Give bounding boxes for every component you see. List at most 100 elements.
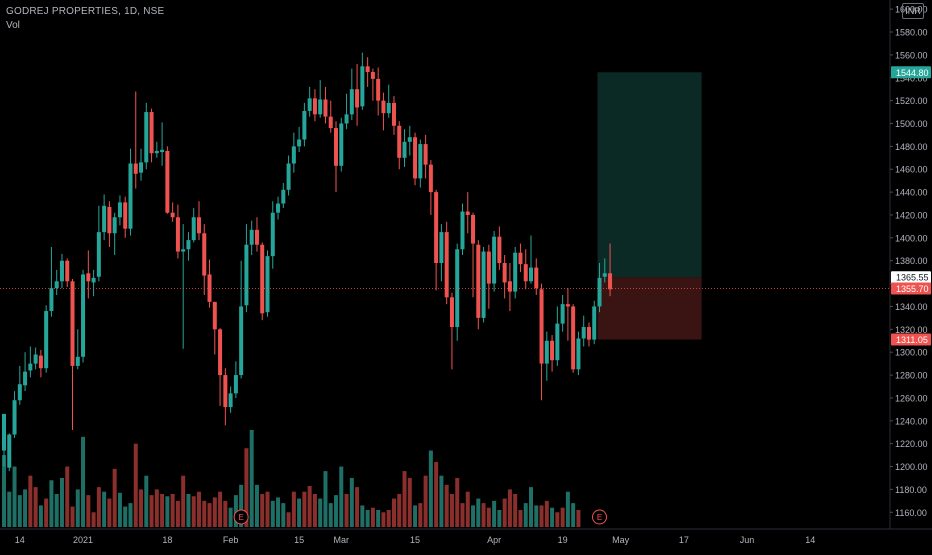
candle-body[interactable] (165, 150, 170, 213)
candle-body[interactable] (486, 251, 491, 284)
candle-body[interactable] (59, 260, 64, 282)
candle-body[interactable] (360, 66, 365, 107)
currency-badge[interactable]: INR (902, 3, 924, 19)
candle-body[interactable] (518, 252, 523, 265)
candle-body[interactable] (444, 232, 449, 298)
candle-body[interactable] (523, 264, 528, 282)
candle-body[interactable] (492, 236, 497, 284)
candle-body[interactable] (49, 288, 54, 312)
candle-body[interactable] (434, 192, 439, 263)
candle-body[interactable] (265, 256, 270, 313)
candle-body[interactable] (107, 206, 112, 234)
candle-body[interactable] (365, 66, 370, 73)
candle-body[interactable] (91, 277, 96, 283)
candle-body[interactable] (38, 355, 43, 369)
candle-body[interactable] (439, 232, 444, 263)
candle-body[interactable] (2, 413, 6, 451)
earnings-marker[interactable] (592, 509, 608, 525)
candle-body[interactable] (560, 304, 565, 324)
candle-body[interactable] (597, 277, 602, 307)
target-price-badge-bg[interactable] (891, 66, 931, 79)
candle-body[interactable] (102, 205, 107, 233)
candle-body[interactable] (70, 281, 75, 366)
candle-body[interactable] (81, 274, 86, 357)
candle-body[interactable] (254, 229, 259, 245)
candle-body[interactable] (428, 164, 433, 193)
candle-body[interactable] (339, 123, 344, 166)
candle-body[interactable] (555, 323, 560, 361)
candle-body[interactable] (376, 78, 381, 101)
candle-body[interactable] (207, 274, 212, 302)
candle-body[interactable] (218, 329, 223, 376)
candle-body[interactable] (476, 244, 481, 318)
candle-body[interactable] (318, 99, 323, 115)
candle-body[interactable] (212, 301, 217, 330)
candle-body[interactable] (328, 116, 333, 129)
candle-body[interactable] (65, 260, 70, 282)
position-stop-zone[interactable] (597, 277, 702, 340)
candle-body[interactable] (12, 400, 17, 435)
candle-body[interactable] (550, 340, 555, 361)
candle-body[interactable] (223, 375, 228, 408)
candle-body[interactable] (139, 162, 144, 173)
candle-body[interactable] (529, 267, 533, 282)
candle-body[interactable] (302, 110, 307, 140)
candle-body[interactable] (455, 249, 460, 328)
candle-body[interactable] (244, 244, 249, 306)
candle-body[interactable] (507, 281, 512, 292)
candle-body[interactable] (23, 371, 28, 386)
entry-price-badge-bg[interactable] (891, 271, 931, 284)
last-price-badge-bg[interactable] (891, 282, 931, 295)
candle-body[interactable] (449, 297, 454, 328)
candle-body[interactable] (117, 202, 122, 218)
candle-body[interactable] (233, 375, 238, 394)
candle-body[interactable] (170, 212, 175, 218)
candle-body[interactable] (181, 249, 186, 252)
earnings-marker[interactable] (233, 509, 249, 525)
candle-body[interactable] (323, 99, 328, 117)
candle-body[interactable] (602, 273, 607, 277)
candle-body[interactable] (592, 306, 597, 340)
candle-body[interactable] (260, 244, 265, 314)
symbol-title[interactable]: GODREJ PROPERTIES, 1D, NSE (6, 6, 165, 17)
candle-body[interactable] (186, 240, 191, 250)
candle-body[interactable] (239, 306, 244, 376)
candle-body[interactable] (196, 217, 201, 234)
candle-body[interactable] (249, 229, 254, 245)
candle-body[interactable] (160, 149, 165, 153)
candle-body[interactable] (544, 340, 549, 364)
candle-body[interactable] (270, 212, 275, 257)
stop-price-badge-bg[interactable] (891, 333, 931, 346)
candle-body[interactable] (281, 189, 286, 204)
candle-body[interactable] (349, 89, 354, 115)
candle-body[interactable] (497, 236, 502, 263)
candle-body[interactable] (381, 100, 386, 114)
candle-body[interactable] (7, 434, 12, 468)
candle-body[interactable] (96, 232, 101, 277)
candle-body[interactable] (460, 211, 465, 250)
candle-body[interactable] (112, 217, 117, 234)
candle-body[interactable] (75, 356, 80, 366)
candle-body[interactable] (418, 144, 423, 179)
candle-body[interactable] (334, 128, 339, 166)
candle-body[interactable] (144, 112, 149, 163)
candle-body[interactable] (28, 363, 33, 371)
candle-body[interactable] (291, 146, 296, 164)
candle-body[interactable] (128, 163, 133, 229)
candle-body[interactable] (608, 273, 613, 290)
candle-body[interactable] (423, 144, 428, 165)
candle-body[interactable] (481, 251, 486, 318)
candle-body[interactable] (175, 217, 180, 252)
volume-indicator-label[interactable]: Vol (6, 20, 20, 31)
candle-body[interactable] (370, 72, 375, 79)
candle-body[interactable] (539, 289, 544, 364)
candle-body[interactable] (471, 214, 476, 244)
candle-body[interactable] (133, 163, 138, 174)
candle-body[interactable] (571, 306, 576, 370)
position-target-zone[interactable] (597, 72, 702, 278)
candle-body[interactable] (586, 327, 591, 340)
candle-body[interactable] (228, 393, 233, 408)
candle-body[interactable] (297, 139, 302, 147)
